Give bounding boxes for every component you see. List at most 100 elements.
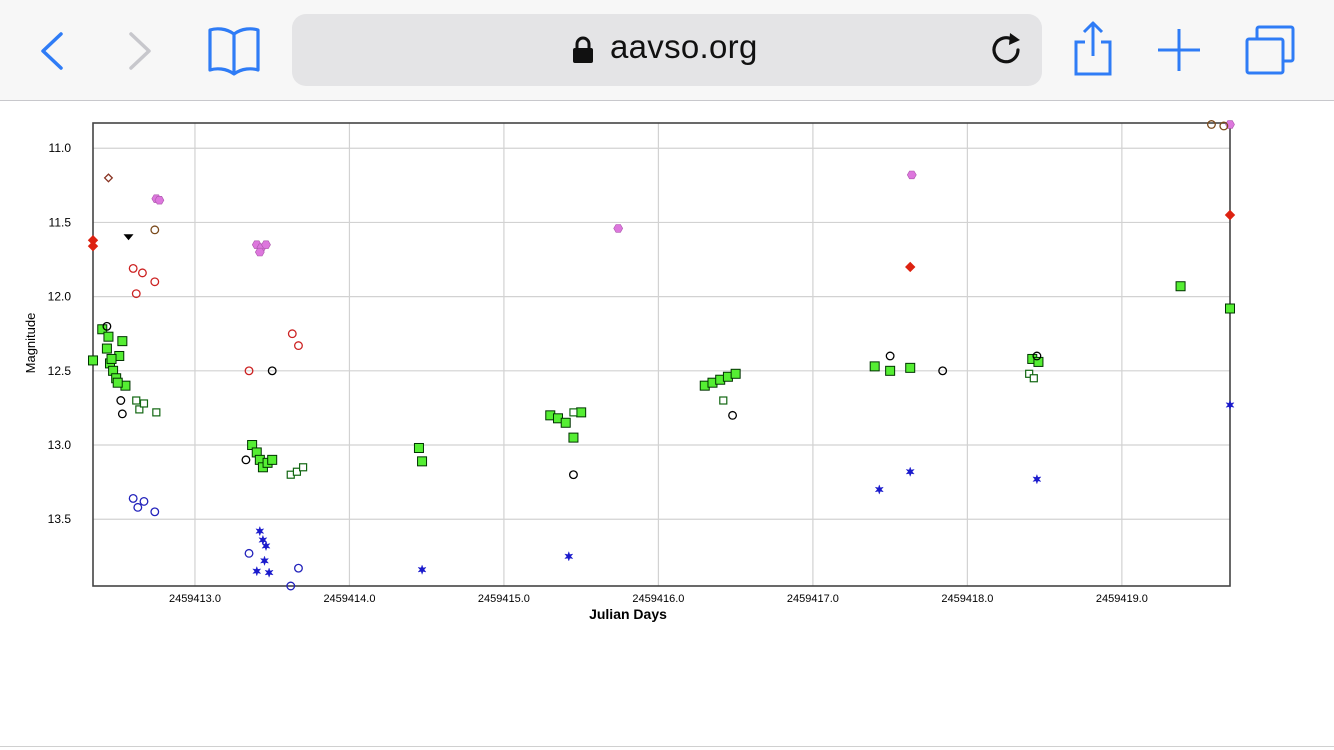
y-tick-label: 11.0 — [49, 141, 72, 155]
data-point — [241, 455, 251, 465]
y-tick-label: 11.5 — [49, 215, 72, 229]
tabs-icon — [1245, 25, 1295, 75]
data-point — [905, 261, 916, 273]
data-point — [103, 173, 114, 183]
data-point — [264, 567, 274, 578]
data-point — [152, 408, 161, 417]
data-point — [102, 321, 112, 331]
data-point — [286, 581, 296, 591]
data-point — [869, 361, 880, 372]
data-point — [1032, 351, 1042, 361]
reload-button[interactable] — [985, 28, 1029, 72]
share-icon — [1074, 21, 1112, 76]
tabs-button[interactable] — [1240, 22, 1300, 78]
data-point — [255, 525, 265, 537]
lock-icon — [573, 36, 593, 63]
x-tick-label: 2459414.0 — [323, 593, 375, 605]
data-point — [719, 396, 728, 405]
data-point — [568, 432, 579, 443]
data-point — [116, 396, 126, 405]
data-point — [244, 366, 254, 376]
back-button[interactable] — [30, 26, 74, 76]
data-point — [564, 551, 574, 562]
data-point — [254, 247, 265, 257]
x-tick-label: 2459418.0 — [941, 593, 993, 605]
data-point — [1207, 120, 1216, 129]
data-point — [267, 454, 278, 465]
data-point — [417, 456, 428, 467]
data-point — [1224, 209, 1236, 221]
grid-lines — [93, 123, 1230, 586]
data-point — [613, 224, 624, 233]
data-point — [97, 324, 108, 335]
forward-button[interactable] — [118, 26, 162, 76]
forward-icon — [129, 32, 151, 70]
data-point — [128, 263, 138, 273]
data-point — [568, 470, 578, 480]
data-point — [938, 366, 948, 376]
data-point — [150, 225, 160, 235]
x-tick-label: 2459419.0 — [1096, 593, 1148, 605]
data-point — [112, 377, 123, 388]
data-point — [1225, 399, 1235, 411]
new-tab-button[interactable] — [1154, 24, 1204, 76]
data-point — [730, 368, 741, 379]
reload-icon — [992, 33, 1020, 64]
y-tick-label: 13.5 — [48, 512, 72, 526]
light-curve-chart: 2459413.0 2459414.0 2459415.0 2459416.0 2459… — [0, 101, 1334, 641]
data-point — [1225, 303, 1235, 314]
data-point — [1029, 374, 1038, 383]
data-point — [298, 463, 308, 472]
data-point — [154, 196, 165, 205]
data-point — [1219, 121, 1229, 131]
data-point — [101, 343, 112, 354]
data-point — [576, 407, 587, 418]
data-point — [906, 170, 917, 180]
data-point — [106, 353, 117, 364]
data-point — [103, 331, 114, 342]
data-point — [1032, 474, 1042, 485]
data-point — [294, 341, 303, 351]
data-point — [1175, 281, 1186, 292]
data-point — [131, 289, 141, 299]
data-point — [292, 467, 302, 476]
y-tick-label: 12.5 — [48, 364, 72, 378]
data-point — [905, 362, 916, 373]
browser-toolbar: aavso.org — [0, 0, 1334, 101]
back-icon — [41, 32, 63, 70]
data-point — [139, 399, 149, 408]
y-tick-label: 12.0 — [48, 290, 72, 304]
data-point — [139, 496, 149, 506]
y-axis-label: Magnitude — [23, 313, 38, 374]
data-point — [117, 409, 127, 419]
share-button[interactable] — [1068, 18, 1118, 78]
data-point — [244, 548, 254, 558]
data-point — [874, 484, 884, 495]
data-point — [132, 396, 141, 405]
data-point — [133, 502, 143, 512]
x-tick-label: 2459416.0 — [632, 593, 684, 605]
data-point — [417, 564, 427, 575]
address-bar[interactable] — [292, 14, 1042, 86]
data-point — [137, 268, 147, 278]
data-point — [267, 366, 277, 376]
x-axis-label: Julian Days — [589, 606, 667, 622]
data-point — [150, 507, 160, 517]
data-points — [87, 120, 1236, 591]
x-tick-label: 2459413.0 — [169, 593, 221, 605]
data-point — [252, 566, 262, 577]
bookmarks-button[interactable] — [204, 24, 264, 78]
y-tick-labels: 11.0 11.5 12.0 12.5 13.0 13.5 — [48, 141, 72, 526]
data-point — [885, 351, 895, 361]
data-point — [728, 410, 738, 420]
bottom-divider — [0, 746, 1334, 747]
data-point — [1025, 369, 1034, 378]
data-point — [123, 234, 134, 241]
data-point — [128, 493, 138, 503]
data-point — [88, 355, 98, 366]
data-point — [885, 365, 896, 376]
data-point — [1033, 356, 1044, 367]
data-point — [261, 240, 271, 249]
url-text: aavso.org — [610, 28, 758, 65]
data-point — [560, 417, 571, 428]
